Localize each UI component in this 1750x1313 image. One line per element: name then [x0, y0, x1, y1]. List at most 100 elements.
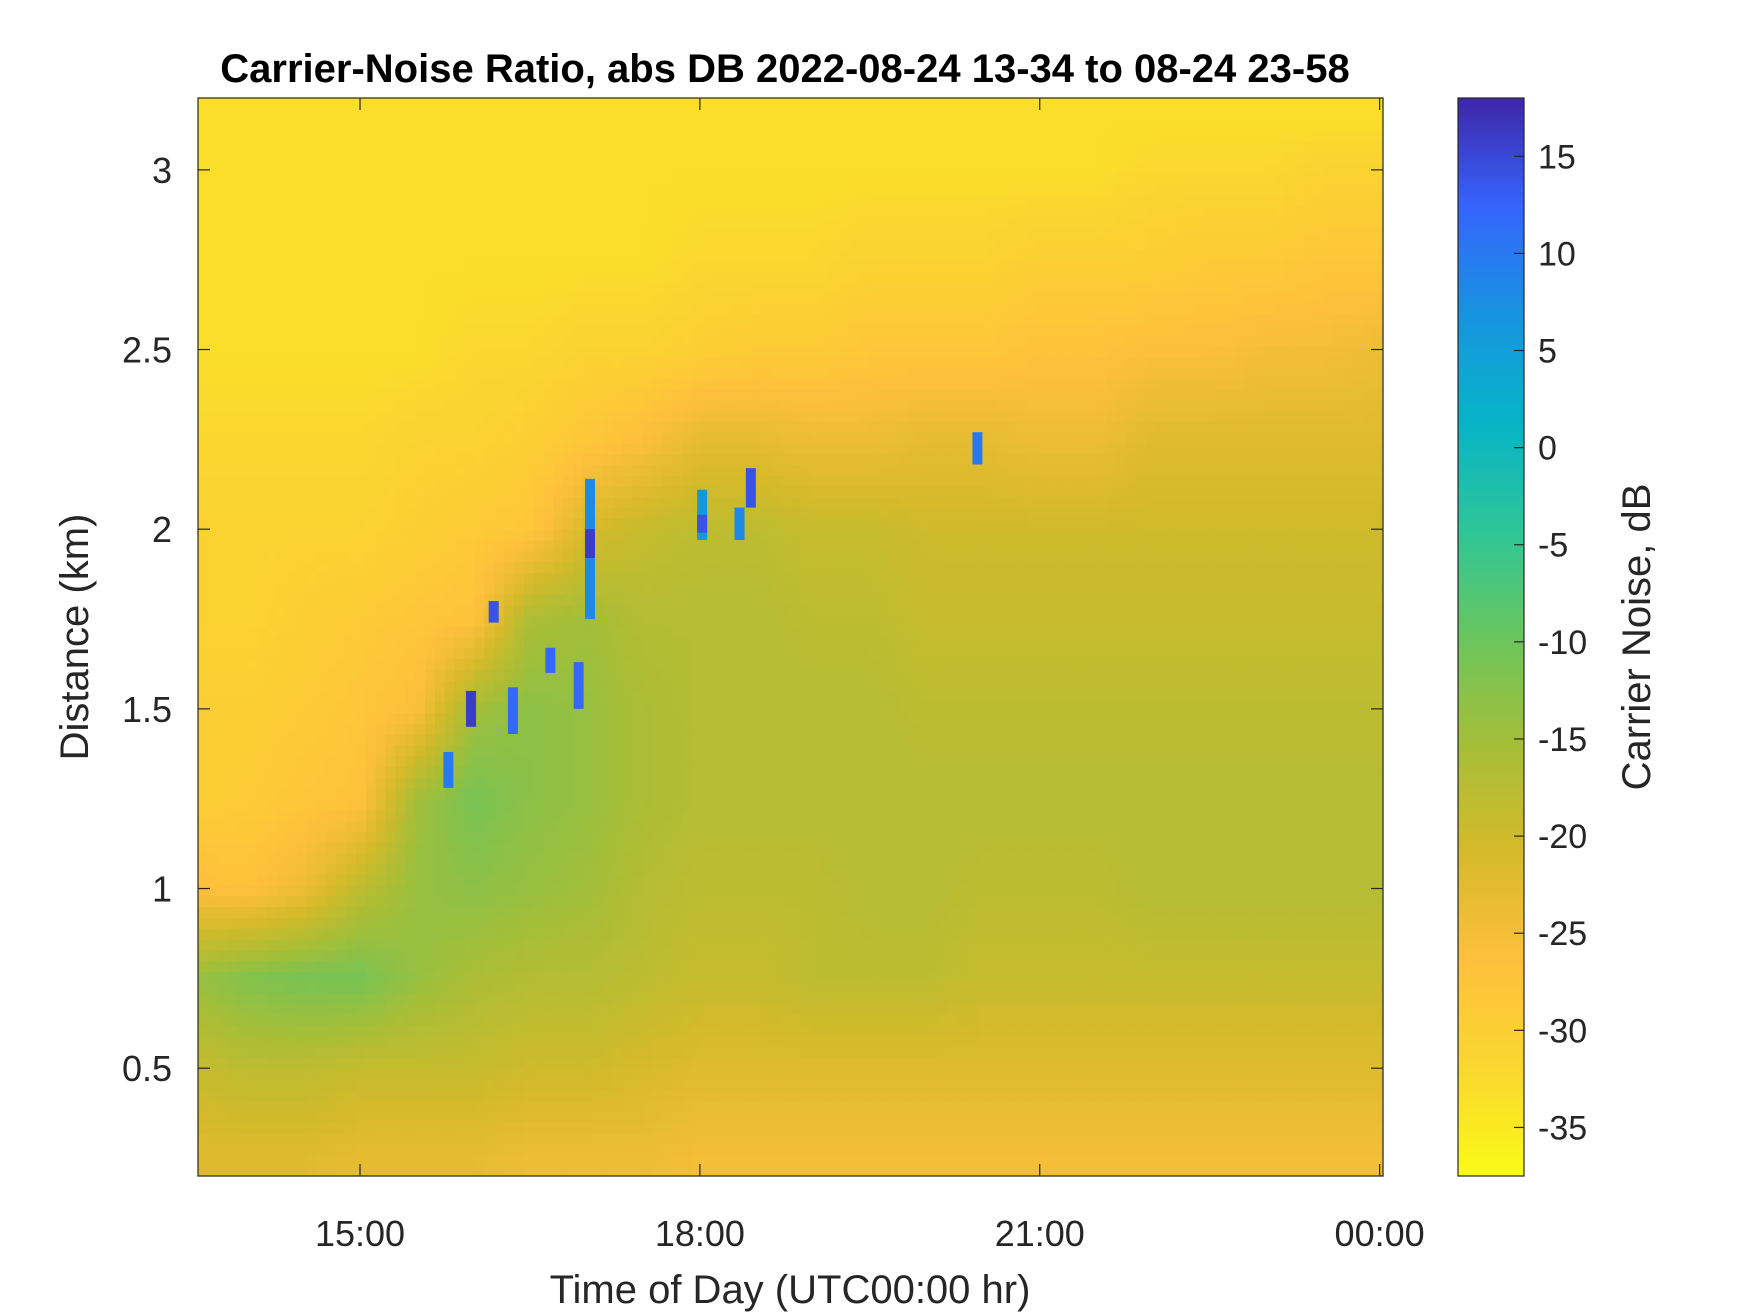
heatmap-cell	[593, 777, 604, 789]
heatmap-cell	[415, 1035, 426, 1048]
heatmap-cell	[336, 831, 347, 843]
heatmap-cell	[573, 734, 584, 746]
heatmap-cell	[356, 1035, 367, 1048]
heatmap-cell	[464, 1068, 476, 1080]
heatmap-cell	[1047, 787, 1058, 800]
heatmap-cell	[691, 992, 703, 1005]
heatmap-cell	[760, 1014, 772, 1026]
heatmap-cell	[415, 1165, 426, 1177]
heatmap-cell	[444, 938, 456, 951]
heatmap-cell	[652, 1154, 663, 1166]
heatmap-cell	[375, 895, 387, 908]
heatmap-cell	[553, 766, 564, 778]
heatmap-cell	[662, 1078, 673, 1091]
heatmap-cell	[267, 1035, 278, 1048]
heatmap-cell	[1234, 863, 1246, 875]
heatmap-cell	[1313, 981, 1325, 994]
heatmap-cell	[642, 809, 653, 821]
heatmap-cell	[632, 831, 643, 843]
heatmap-cell	[316, 1132, 327, 1145]
heatmap-cell	[1284, 895, 1295, 908]
heatmap-cell	[1165, 798, 1177, 811]
heatmap-cell	[899, 766, 910, 778]
heatmap-cell	[415, 1078, 426, 1091]
heatmap-cell	[504, 766, 515, 778]
heatmap-cell	[237, 1100, 248, 1112]
heatmap-cell	[543, 755, 555, 767]
heatmap-cell	[365, 723, 377, 735]
heatmap-cell	[1146, 1078, 1157, 1091]
heatmap-cell	[405, 734, 416, 746]
heatmap-cell	[1047, 766, 1058, 778]
heatmap-cell	[1234, 917, 1246, 929]
heatmap-cell	[1096, 971, 1108, 983]
heatmap-cell	[632, 1025, 643, 1037]
heatmap-cell	[1076, 938, 1088, 951]
heatmap-cell	[741, 1014, 752, 1026]
heatmap-cell	[672, 1057, 683, 1069]
heatmap-cell	[820, 1057, 831, 1069]
heatmap-cell	[227, 1122, 239, 1134]
heatmap-cell	[405, 831, 416, 843]
heatmap-cell	[1353, 1132, 1364, 1145]
heatmap-cell	[780, 820, 792, 832]
heatmap-cell	[425, 1143, 436, 1156]
heatmap-cell	[1175, 1057, 1187, 1069]
heatmap-cell	[346, 852, 357, 864]
heatmap-cell	[533, 1100, 545, 1112]
heatmap-cell	[1165, 949, 1177, 961]
heatmap-cell	[889, 863, 900, 875]
heatmap-cell	[830, 1143, 841, 1156]
heatmap-cell	[583, 766, 594, 778]
heatmap-cell	[504, 1111, 515, 1123]
heatmap-cell	[573, 981, 584, 994]
heatmap-cell	[879, 852, 890, 864]
heatmap-cell	[583, 960, 594, 972]
heatmap-cell	[425, 1068, 436, 1080]
heatmap-cell	[346, 755, 357, 767]
heatmap-cell	[1244, 1003, 1256, 1015]
heatmap-cell	[632, 1035, 643, 1048]
heatmap-cell	[1264, 1154, 1275, 1166]
heatmap-cell	[889, 787, 900, 800]
heatmap-cell	[316, 1154, 327, 1166]
heatmap-cell	[425, 960, 436, 972]
heatmap-cell	[602, 1089, 614, 1102]
heatmap-cell	[889, 1014, 900, 1026]
heatmap-cell	[415, 734, 426, 746]
heatmap-cell	[336, 798, 347, 811]
heatmap-cell	[1244, 820, 1256, 832]
heatmap-cell	[1284, 841, 1295, 854]
heatmap-cell	[425, 906, 436, 918]
heatmap-cell	[207, 841, 219, 854]
heatmap-cell	[1264, 928, 1275, 940]
heatmap-cell	[711, 734, 722, 746]
heatmap-cell	[563, 1143, 574, 1156]
heatmap-cell	[563, 949, 574, 961]
heatmap-cell	[415, 1046, 426, 1059]
heatmap-cell	[1353, 820, 1364, 832]
heatmap-cell	[573, 1122, 584, 1134]
heatmap-cell	[642, 723, 653, 735]
heatmap-cell	[385, 777, 397, 789]
heatmap-cell	[425, 831, 436, 843]
heatmap-cell	[721, 906, 732, 918]
heatmap-cell	[612, 992, 624, 1005]
heatmap-cell	[1185, 766, 1196, 778]
heatmap-cell	[514, 938, 525, 951]
heatmap-cell	[464, 798, 476, 811]
heatmap-cell	[612, 1046, 624, 1059]
heatmap-cell	[770, 744, 782, 757]
heatmap-cell	[484, 906, 495, 918]
heatmap-cell	[1017, 992, 1029, 1005]
heatmap-cell	[1215, 1165, 1226, 1177]
heatmap-cell	[267, 906, 278, 918]
heatmap-cell	[257, 928, 268, 940]
heatmap-cell	[296, 1111, 308, 1123]
heatmap-cell	[1116, 852, 1127, 864]
heatmap-cell	[326, 895, 337, 908]
heatmap-cell	[1037, 863, 1048, 875]
heatmap-cell	[751, 874, 762, 886]
heatmap-cell	[760, 831, 772, 843]
heatmap-cell	[642, 1025, 653, 1037]
